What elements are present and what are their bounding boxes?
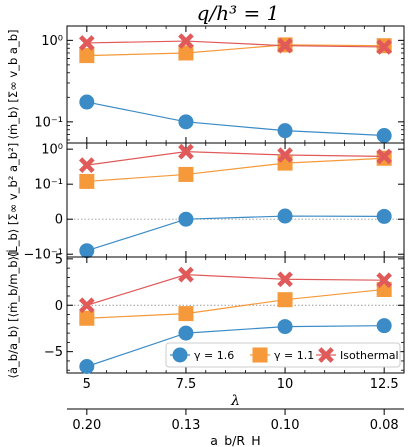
x-tick-label: 12.5 (370, 377, 399, 392)
series-line-p1-s1 (86, 101, 385, 137)
series-line-p2-s3 (86, 151, 385, 166)
x-tick-label: 7.5 (176, 377, 197, 392)
series-line-p1-s2 (86, 44, 385, 57)
marker-p3-s2-2 (178, 306, 194, 322)
y-tick-label: 10⁻¹ (34, 178, 63, 193)
marker-p1-s3-2 (178, 33, 194, 49)
series-line-p1-s3 (86, 40, 385, 48)
secondary-x-tick-label: 0.08 (370, 418, 399, 433)
series-line-p3-s3 (86, 274, 385, 306)
marker-p1-s3-4 (376, 39, 393, 55)
marker-p3-s2-3 (277, 292, 293, 308)
marker-p2-s2-2 (178, 166, 194, 182)
marker-p2-s2-1 (79, 173, 95, 189)
marker-p1-s1-2 (178, 114, 194, 130)
panel-1: 10⁰ 10⁻¹ ⟨ṁ_b⟩ [Σ∞ v_b a_b] (6, 25, 405, 144)
series-line-p2-s2 (86, 157, 385, 183)
marker-p1-s1-1 (79, 94, 95, 110)
secondary-x-tick-label: 0.10 (271, 418, 300, 433)
marker-p0-s3-1 (318, 347, 334, 363)
y-axis-label-1: ⟨ṁ_b⟩ [Σ∞ v_b a_b] (6, 30, 20, 140)
marker-p2-s3-3 (277, 147, 293, 163)
marker-p2-s1-2 (178, 211, 194, 227)
secondary-x-axis-label: a_b/R_H (210, 433, 260, 447)
legend-label: γ = 1.1 (274, 349, 314, 362)
legend-label: γ = 1.6 (194, 349, 234, 362)
x-tick-label: 5 (83, 377, 91, 392)
marker-p3-s2-1 (79, 310, 95, 326)
series-line-p2-s1 (86, 215, 385, 252)
secondary-x-tick-label: 0.20 (72, 418, 101, 433)
y-tick-label: 0 (55, 213, 63, 228)
marker-p1-s3-1 (78, 35, 95, 51)
marker-p2-s1-1 (79, 243, 95, 259)
marker-p3-s1-2 (178, 325, 194, 341)
marker-p3-s3-2 (178, 266, 194, 283)
marker-p3-s3-1 (78, 297, 95, 314)
secondary-x-tick-label: 0.13 (171, 418, 200, 433)
series-line-p3-s2 (86, 288, 385, 319)
marker-p0-s1-1 (172, 347, 188, 363)
panel-frame-3 (66, 256, 405, 374)
marker-p2-s3-4 (376, 148, 393, 165)
marker-p2-s3-2 (178, 143, 194, 160)
legend-box (165, 342, 401, 368)
chart-title: q/h³ = 1 (197, 1, 280, 25)
panel-2: 10⁰ 10⁻¹ 0 −10⁻¹⟨L̇_b⟩ [Σ∞ v_b² a_b²] (6, 142, 405, 263)
marker-p2-s1-3 (277, 208, 293, 224)
y-tick-label: 0 (55, 299, 63, 314)
x-tick-label: 10 (277, 377, 294, 392)
y-tick-label: 5 (55, 252, 63, 267)
marker-p3-s1-1 (79, 359, 95, 375)
y-tick-label: 10⁰ (41, 143, 63, 158)
y-tick-label: −10⁻¹ (23, 248, 63, 263)
marker-p1-s3-3 (277, 37, 293, 54)
y-axis-label-3: ⟨ȧ_b/a_b⟩ [⟨ṁ_b/m_b⟩] (6, 251, 20, 378)
marker-p2-s1-4 (376, 208, 392, 224)
marker-p3-s1-3 (277, 319, 293, 335)
y-tick-label: 10⁻¹ (34, 115, 63, 130)
y-tick-label: 10⁰ (41, 34, 63, 49)
y-tick-label: −5 (44, 345, 63, 360)
legend-label: Isothermal (340, 349, 399, 362)
legend: γ = 1.6 γ = 1.1 Isothermal (165, 342, 401, 368)
marker-p0-s2-1 (252, 347, 268, 363)
marker-p1-s2-2 (178, 45, 194, 61)
marker-p2-s3-1 (78, 157, 95, 173)
x-axis-label: λ (230, 393, 240, 409)
marker-p1-s1-3 (277, 123, 293, 139)
marker-p1-s1-4 (376, 127, 392, 143)
panel-3: −5 0 5 ⟨ȧ_b/a_b⟩ [⟨ṁ_b/m_b⟩] (6, 251, 405, 379)
series-line-p3-s1 (86, 325, 385, 368)
marker-p1-s2-1 (79, 48, 95, 64)
marker-p3-s3-3 (277, 271, 293, 288)
y-axis-label-2: ⟨L̇_b⟩ [Σ∞ v_b² a_b²] (6, 143, 20, 257)
marker-p3-s3-4 (376, 272, 393, 289)
marker-p3-s1-4 (376, 318, 392, 334)
